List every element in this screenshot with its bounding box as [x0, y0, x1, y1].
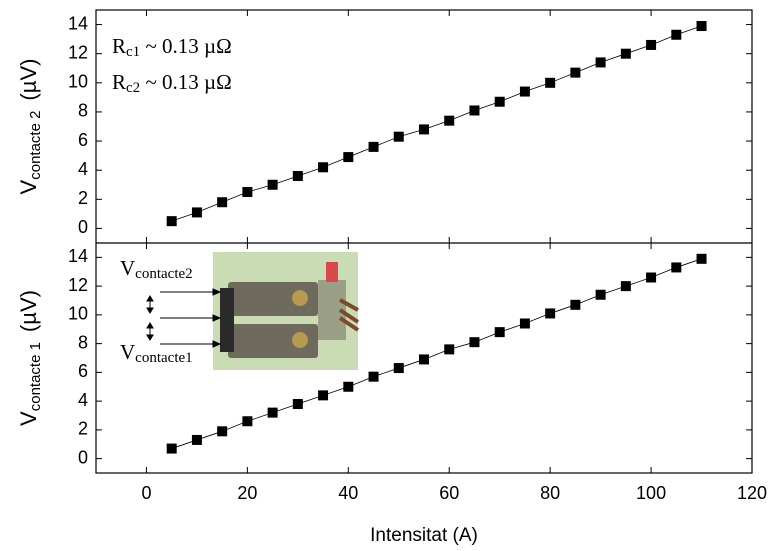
- data-point: [620, 48, 631, 59]
- data-point: [242, 416, 253, 427]
- inset-label-sub: contacte2: [135, 266, 192, 282]
- data-point: [696, 253, 707, 264]
- data-point: [292, 171, 303, 182]
- data-point: [191, 207, 202, 218]
- data-point: [419, 124, 429, 135]
- y-label-unit: (µV): [16, 59, 41, 101]
- data-point: [696, 21, 707, 32]
- y-axis-label: Vcontacte 1 (µV): [16, 290, 44, 426]
- y-tick-label: 14: [68, 246, 88, 266]
- data-point: [494, 96, 505, 107]
- y-tick-label: 4: [78, 159, 88, 179]
- x-tick-label: 100: [636, 483, 666, 503]
- y-tick-label: 2: [78, 419, 88, 439]
- y-label-unit: (µV): [16, 290, 41, 332]
- y-tick-label: 14: [68, 13, 88, 33]
- y-label-main: V: [16, 411, 41, 426]
- x-tick-label: 120: [737, 483, 767, 503]
- y-label-sub: contacte 2: [27, 111, 44, 180]
- data-point: [494, 327, 505, 338]
- data-point: [646, 272, 657, 283]
- x-tick-label: 40: [338, 483, 358, 503]
- inset-label: Vcontacte1: [120, 340, 193, 367]
- y-tick-label: 6: [78, 130, 88, 150]
- inset-label-main: V: [120, 340, 135, 364]
- data-point: [671, 262, 682, 273]
- annotation: Rc2 ~ 0.13 µΩ: [112, 70, 232, 97]
- data-point: [646, 39, 657, 50]
- data-point: [469, 105, 480, 116]
- annotation-sub: c2: [126, 80, 140, 96]
- data-point: [343, 381, 354, 392]
- y-tick-label: 8: [78, 332, 88, 352]
- x-tick-label: 0: [141, 483, 151, 503]
- data-point: [217, 197, 228, 208]
- data-point: [393, 363, 404, 374]
- y-tick-label: 8: [78, 101, 88, 121]
- data-point: [217, 426, 228, 437]
- data-point: [242, 187, 253, 198]
- inset-label-main: V: [120, 256, 135, 280]
- data-point: [469, 337, 480, 348]
- series-line: [171, 258, 702, 449]
- data-point: [191, 434, 202, 445]
- annotation: Rc1 ~ 0.13 µΩ: [112, 34, 232, 61]
- data-point: [519, 86, 530, 97]
- inset-photo: [213, 252, 360, 370]
- data-point: [419, 354, 429, 365]
- data-point: [671, 29, 682, 40]
- annotation-rest: ~ 0.13 µΩ: [140, 70, 232, 94]
- y-label-sub: contacte 1: [27, 342, 44, 411]
- data-point: [595, 57, 606, 68]
- annotation-sub: c1: [126, 44, 140, 60]
- data-point: [292, 399, 303, 409]
- annotation-main: R: [112, 34, 126, 58]
- series-line: [171, 25, 702, 222]
- y-tick-label: 10: [68, 304, 88, 324]
- y-tick-label: 6: [78, 361, 88, 381]
- annotation-main: R: [112, 70, 126, 94]
- x-tick-label: 60: [439, 483, 459, 503]
- x-tick-label: 20: [237, 483, 257, 503]
- y-tick-label: 0: [78, 217, 88, 237]
- data-point: [595, 289, 606, 300]
- data-point: [267, 179, 278, 190]
- y-tick-label: 0: [78, 447, 88, 467]
- x-axis-label: Intensitat (A): [370, 525, 478, 546]
- data-point: [444, 115, 455, 126]
- data-point: [343, 152, 354, 163]
- data-point: [368, 371, 379, 382]
- data-point: [519, 318, 530, 329]
- data-point: [318, 162, 329, 173]
- y-tick-label: 4: [78, 390, 88, 410]
- data-point: [620, 281, 631, 292]
- data-point: [267, 407, 278, 418]
- y-tick-label: 10: [68, 72, 88, 92]
- data-point: [545, 308, 556, 319]
- data-point: [570, 67, 581, 78]
- y-label-main: V: [16, 179, 41, 194]
- x-tick-label: 80: [540, 483, 560, 503]
- y-tick-label: 12: [68, 42, 88, 62]
- data-point: [393, 131, 404, 142]
- y-tick-label: 2: [78, 188, 88, 208]
- data-point: [444, 344, 455, 355]
- data-point: [166, 443, 177, 454]
- y-tick-label: 12: [68, 275, 88, 295]
- data-point: [318, 390, 329, 401]
- inset-label: Vcontacte2: [120, 256, 193, 283]
- data-point: [166, 216, 177, 227]
- inset-label-sub: contacte1: [135, 350, 192, 366]
- inset-arrows: [146, 288, 222, 348]
- annotation-rest: ~ 0.13 µΩ: [140, 34, 232, 58]
- data-point: [368, 141, 379, 152]
- data-point: [570, 299, 581, 310]
- data-point: [545, 77, 556, 88]
- y-axis-label: Vcontacte 2 (µV): [16, 59, 44, 195]
